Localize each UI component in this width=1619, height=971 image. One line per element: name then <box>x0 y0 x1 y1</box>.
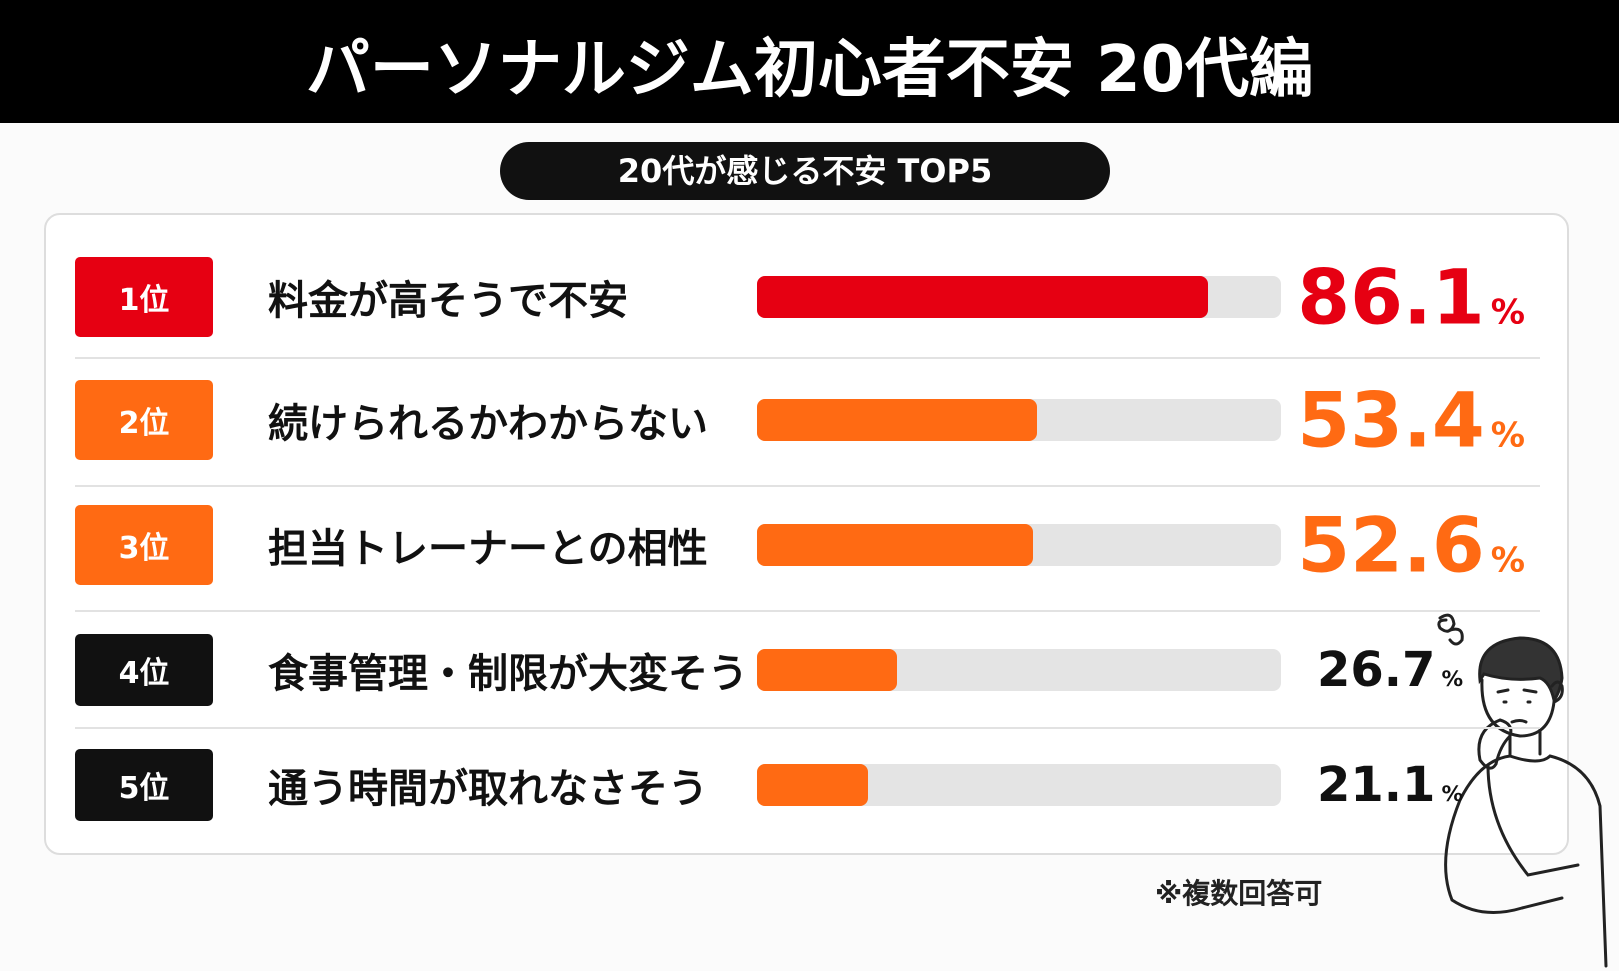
value-label: 86.1% <box>1297 252 1525 342</box>
subtitle: 20代が感じる不安 TOP5 <box>500 142 1110 200</box>
note: ※複数回答可 <box>1155 877 1323 910</box>
category-label: 続けられるかわからない <box>268 401 708 447</box>
bar-track <box>757 764 1281 806</box>
chart-title: パーソナルジム初心者不安 20代編 <box>305 33 1314 107</box>
bar-track <box>757 399 1281 441</box>
row-separator <box>75 357 1540 359</box>
bar-track <box>757 524 1281 566</box>
row-separator <box>75 485 1540 487</box>
category-label: 料金が高そうで不安 <box>268 278 628 324</box>
bar-track <box>757 276 1281 318</box>
category-label: 食事管理・制限が大変そう <box>268 651 748 697</box>
bar <box>757 524 1033 566</box>
value-label: 53.4% <box>1297 375 1525 465</box>
value-label: 21.1% <box>1317 757 1464 813</box>
rank-badge: 1位 <box>75 257 213 337</box>
value-label: 52.6% <box>1297 500 1525 590</box>
bar <box>757 649 897 691</box>
value-label: 26.7% <box>1317 642 1464 698</box>
rank-badge: 2位 <box>75 380 213 460</box>
rank-badge: 3位 <box>75 505 213 585</box>
rank-badge: 5位 <box>75 749 213 821</box>
bar-track <box>757 649 1281 691</box>
rank-badge: 4位 <box>75 634 213 706</box>
bar <box>757 399 1037 441</box>
bar <box>757 276 1209 318</box>
category-label: 通う時間が取れなさそう <box>268 766 708 812</box>
bar <box>757 764 868 806</box>
category-label: 担当トレーナーとの相性 <box>268 526 708 572</box>
header <box>0 0 1619 123</box>
row-separator <box>75 610 1540 612</box>
person-illustration <box>1437 613 1608 968</box>
row-separator <box>75 727 1540 729</box>
